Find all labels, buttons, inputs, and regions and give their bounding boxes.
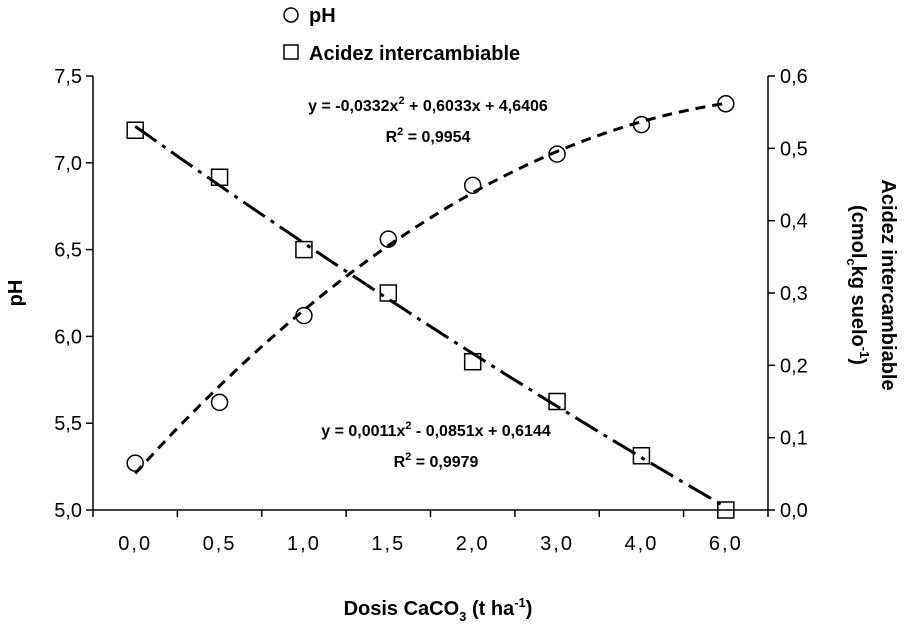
y-right-axis-title-line2: (cmolckg suelo-1) <box>844 205 872 365</box>
acidez-point <box>295 240 313 259</box>
acidez-trendline <box>134 125 727 509</box>
acidez-r2: R2 = 0,9979 <box>394 451 479 471</box>
legend-ph-label: pH <box>309 5 336 27</box>
ph-point <box>717 95 735 113</box>
x-tick-label: 3,0 <box>540 533 574 555</box>
acidez-point <box>717 501 735 519</box>
ph-equation-annotation: y = -0,0332x2 + 0,6033x + 4,6406 R2 = 0,… <box>308 95 548 146</box>
acidez-equation: y = 0,0011x2 - 0,0851x + 0,6144 <box>321 420 551 440</box>
left-tick-label: 7,0 <box>54 153 82 175</box>
x-tick-label: 1,5 <box>371 533 405 555</box>
left-tick-label: 6,0 <box>54 326 82 348</box>
x-axis-ticks: 0,0 0,5 1,0 1,5 2,0 3,0 4,0 6,0 <box>92 510 769 555</box>
acidez-point <box>379 284 398 302</box>
right-tick-label: 0,6 <box>780 66 808 88</box>
left-axis-ticks: 5,0 5,5 6,0 6,5 7,0 7,5 <box>54 66 93 522</box>
right-tick-label: 0,0 <box>780 500 808 522</box>
right-tick-label: 0,5 <box>780 138 808 160</box>
acidez-point <box>548 392 566 411</box>
right-tick-label: 0,4 <box>780 211 808 233</box>
ph-r2: R2 = 0,9954 <box>386 126 471 146</box>
x-tick-label: 4,0 <box>625 533 659 555</box>
acidez-point <box>210 168 229 187</box>
x-tick-label: 1,0 <box>287 533 321 555</box>
right-tick-label: 0,1 <box>780 428 808 450</box>
x-axis-title: Dosis CaCO3 (t ha-1) <box>344 595 533 624</box>
x-tick-label: 0,5 <box>203 533 237 555</box>
ph-point <box>379 230 398 248</box>
right-tick-label: 0,3 <box>780 283 808 305</box>
acidez-point <box>463 352 482 371</box>
data-markers <box>126 95 735 519</box>
acidez-point <box>126 121 144 139</box>
y-right-axis-title-line1: Acidez intercambiable <box>877 179 899 390</box>
x-tick-label: 0,0 <box>118 533 152 555</box>
legend-ph-marker-icon <box>283 7 299 23</box>
y-right-axis-title: Acidez intercambiable (cmolckg suelo-1) <box>844 179 899 390</box>
right-tick-label: 0,2 <box>780 355 808 377</box>
left-tick-label: 5,5 <box>54 413 82 435</box>
x-tick-label: 6,0 <box>709 533 743 555</box>
right-axis-ticks: 0,0 0,1 0,2 0,3 0,4 0,5 0,6 <box>768 66 808 522</box>
ph-point <box>126 454 144 472</box>
legend: pH Acidez intercambiable <box>283 5 520 65</box>
x-tick-label: 2,0 <box>456 533 490 555</box>
legend-acidez-label: Acidez intercambiable <box>309 43 520 65</box>
y-left-axis-title: pH <box>5 280 27 307</box>
trendlines <box>134 101 727 509</box>
ph-point <box>548 145 566 163</box>
left-tick-label: 5,0 <box>54 500 82 522</box>
left-tick-label: 6,5 <box>54 240 82 262</box>
ph-point <box>463 176 482 195</box>
acidez-point <box>632 447 651 465</box>
ph-point <box>210 393 229 412</box>
acidez-equation-annotation: y = 0,0011x2 - 0,0851x + 0,6144 R2 = 0,9… <box>321 420 551 471</box>
ph-point <box>295 306 313 325</box>
ph-trendline <box>134 101 727 475</box>
legend-acidez-marker-icon <box>283 44 299 60</box>
ph-point <box>632 115 651 134</box>
ph-equation: y = -0,0332x2 + 0,6033x + 4,6406 <box>308 95 548 115</box>
left-tick-label: 7,5 <box>54 66 82 88</box>
